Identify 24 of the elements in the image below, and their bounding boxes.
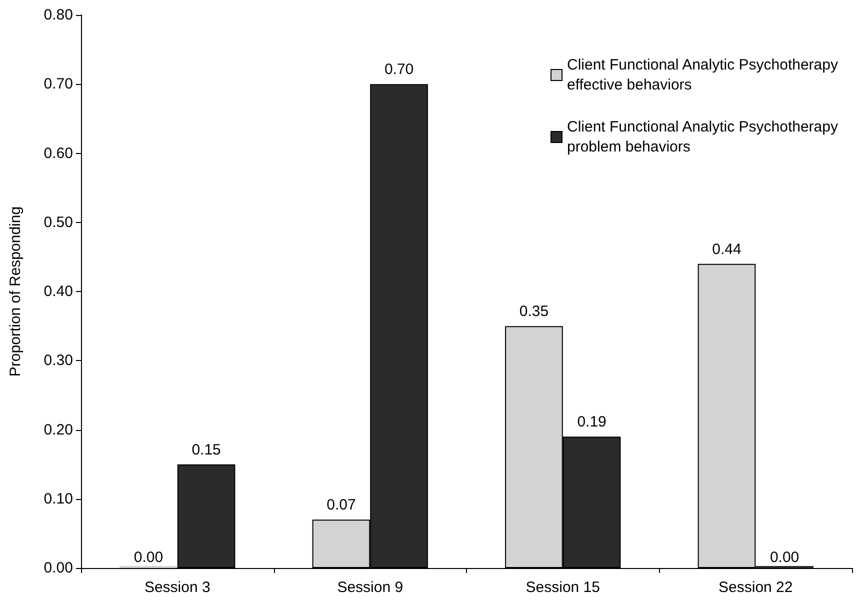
data-label: 0.19 <box>577 414 606 431</box>
data-label: 0.07 <box>326 496 356 514</box>
y-tick-label: 0.60 <box>44 144 73 162</box>
data-label: 0.44 <box>712 240 742 258</box>
y-tick-label: 0.40 <box>44 283 73 300</box>
y-tick-label: 0.10 <box>44 490 73 508</box>
y-tick-label: 0.30 <box>44 352 73 370</box>
data-label: 0.00 <box>770 549 800 566</box>
x-tick-label: Session 3 <box>144 579 210 596</box>
legend-label: Client Functional Analytic Psychotherapy problem behaviors <box>567 118 842 156</box>
data-label: 0.70 <box>384 61 414 78</box>
x-tick-label: Session 22 <box>718 579 793 596</box>
y-tick-label: 0.50 <box>44 214 73 231</box>
y-tick-label: 0.70 <box>44 76 73 93</box>
x-tick-label: Session 15 <box>526 579 600 596</box>
data-label: 0.00 <box>134 549 164 566</box>
x-tick-label: Session 9 <box>337 579 404 596</box>
legend-label: Client Functional Analytic Psychotherapy effective behaviors <box>567 56 842 94</box>
y-tick-label: 0.00 <box>44 560 73 576</box>
y-tick-label: 0.20 <box>44 421 73 438</box>
y-tick-label: 0.80 <box>44 6 73 24</box>
data-label: 0.15 <box>192 441 221 458</box>
y-axis-title: Proportion of Responding <box>7 206 24 377</box>
data-label: 0.35 <box>519 303 549 320</box>
